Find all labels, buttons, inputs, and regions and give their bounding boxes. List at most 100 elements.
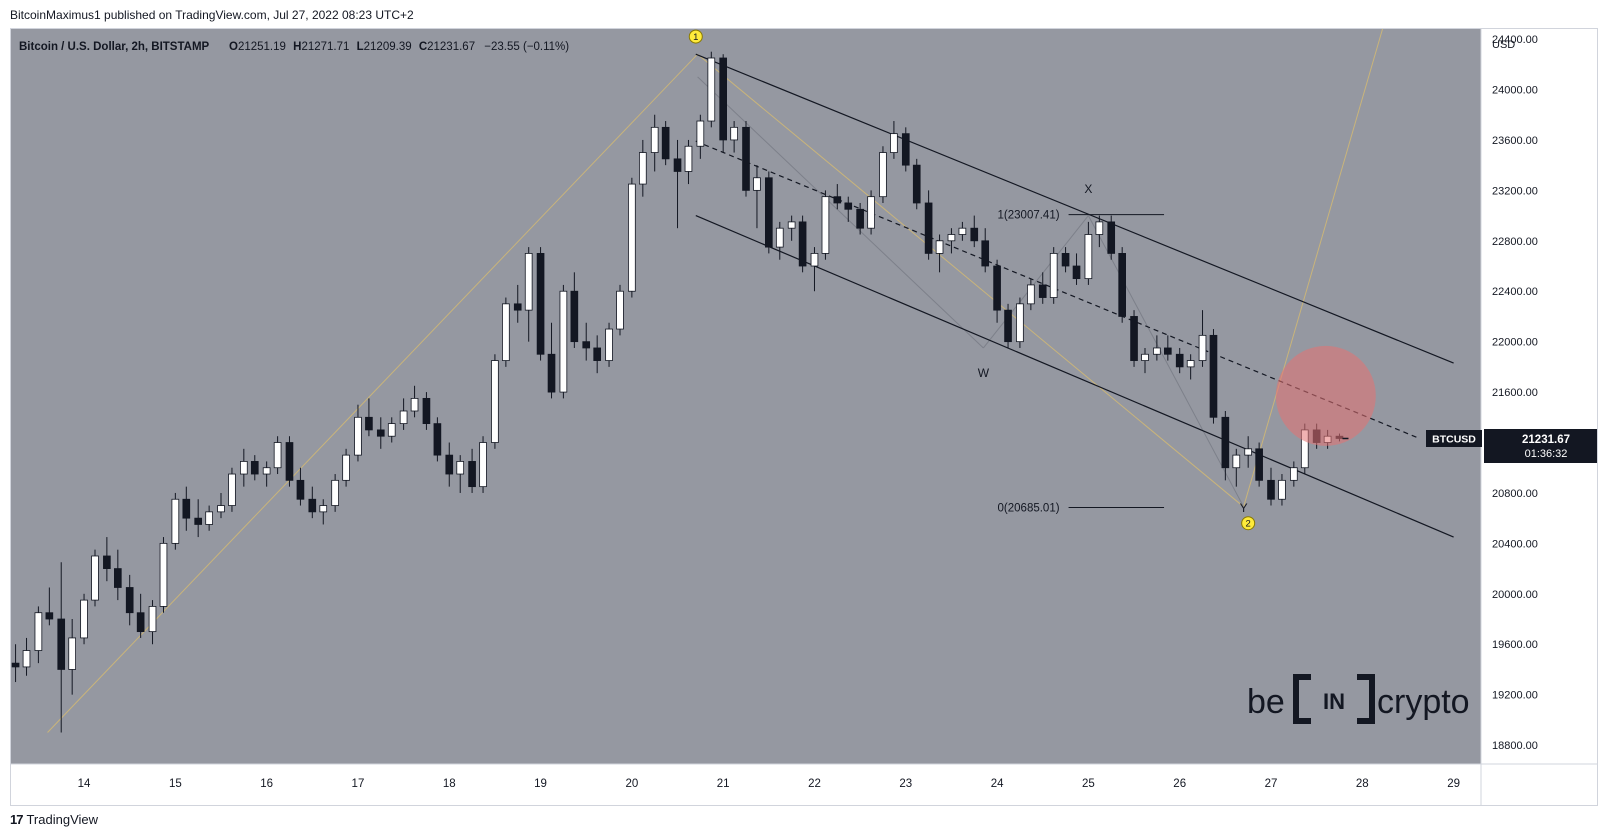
target-zone-circle[interactable] xyxy=(1275,345,1376,446)
candle-up xyxy=(696,114,705,159)
y-tick-label: 23600.00 xyxy=(1492,135,1538,147)
candle-body xyxy=(262,467,271,475)
candle-body xyxy=(57,618,66,670)
candle-up xyxy=(34,606,43,664)
candle-body xyxy=(1198,334,1207,361)
candle-body xyxy=(912,164,921,204)
candle-up xyxy=(1278,474,1286,506)
candle-body xyxy=(1153,347,1161,355)
candle-down xyxy=(308,486,317,519)
candle-up xyxy=(605,322,613,367)
open-label: O xyxy=(229,41,238,53)
candle-down xyxy=(547,322,556,399)
y-tick-label: 19200.00 xyxy=(1492,690,1538,702)
candle-body xyxy=(1186,360,1195,368)
x-tick-label: 22 xyxy=(808,778,821,790)
candle-body xyxy=(1278,479,1286,500)
candle-body xyxy=(753,177,761,191)
candle-body xyxy=(879,152,887,198)
x-tick-label: 29 xyxy=(1447,778,1460,790)
candle-body xyxy=(1141,353,1149,361)
x-tick-label: 16 xyxy=(260,778,273,790)
candle-down xyxy=(1221,410,1230,481)
wave-marker-circle xyxy=(688,29,703,44)
candle-down xyxy=(582,322,591,361)
wave-line-2 xyxy=(697,53,1244,508)
candle-body xyxy=(228,473,236,506)
candle-body xyxy=(547,353,556,393)
candle-body xyxy=(1038,284,1047,298)
candle-up xyxy=(1141,347,1149,374)
candle-up xyxy=(821,190,830,260)
tradingview-logo-icon: 17 xyxy=(10,812,24,827)
footer-brand[interactable]: TradingView xyxy=(26,812,99,827)
candle-body xyxy=(1209,334,1218,418)
candle-body xyxy=(981,240,990,267)
candle-down xyxy=(114,549,122,601)
candle-up xyxy=(1290,461,1298,487)
candle-body xyxy=(775,227,784,248)
candle-down xyxy=(912,158,921,210)
price-tag-box xyxy=(1484,429,1597,463)
wave-letter-label: X xyxy=(1084,182,1092,196)
wxy-line-3 xyxy=(1087,215,1245,508)
candle-up xyxy=(399,398,408,430)
candle-body xyxy=(91,555,99,601)
axes: 24400.00 24000.00 23600.00 23200.00 22800.00… xyxy=(11,29,1597,805)
candle-body xyxy=(342,454,350,481)
candle-up xyxy=(1016,297,1024,348)
candle-down xyxy=(1107,215,1116,260)
candle-body xyxy=(456,461,465,475)
x-tick-label: 25 xyxy=(1082,778,1095,790)
candle-body xyxy=(719,57,727,141)
y-tick-label: 18800.00 xyxy=(1492,740,1538,752)
candle-body xyxy=(331,479,339,506)
candle-up xyxy=(650,114,659,172)
candle-up xyxy=(80,593,88,645)
candle-up xyxy=(559,284,568,399)
candle-down xyxy=(194,499,202,538)
candle-down xyxy=(1267,467,1275,506)
candle-up xyxy=(331,474,339,512)
wave-line-3 xyxy=(1243,29,1384,507)
current-price-tag: BTCUSD 21231.67 01:36:32 xyxy=(1426,429,1597,463)
candle-body xyxy=(354,416,362,456)
x-tick-label: 23 xyxy=(899,778,912,790)
candle-down xyxy=(1072,253,1081,285)
y-tick-label: 24400.00 xyxy=(1492,34,1538,46)
candle-body xyxy=(742,126,750,191)
candle-up xyxy=(354,404,362,462)
candle-body xyxy=(422,397,431,425)
candle-up xyxy=(159,537,168,613)
candle-body xyxy=(1084,234,1093,280)
channel-upper-line[interactable] xyxy=(695,53,1454,364)
candle-up xyxy=(410,385,419,418)
x-tick-label: 26 xyxy=(1173,778,1186,790)
channel-lower-line[interactable] xyxy=(695,215,1454,538)
candle-up xyxy=(1186,354,1195,380)
candle-up xyxy=(524,247,533,342)
candle-body xyxy=(68,637,76,670)
candle-up xyxy=(775,221,784,260)
x-tick-label: 20 xyxy=(625,778,638,790)
candles xyxy=(11,51,1344,733)
ticker-tag-box xyxy=(1426,430,1482,447)
candle-body xyxy=(1004,309,1012,343)
candle-down xyxy=(765,171,773,254)
candle-down xyxy=(1209,329,1218,424)
candle-body xyxy=(513,303,522,311)
candle-up xyxy=(1153,335,1161,361)
candle-down xyxy=(433,417,442,462)
candle-down xyxy=(1038,272,1047,304)
candle-body xyxy=(136,612,145,633)
candle-up xyxy=(935,234,944,273)
candle-body xyxy=(468,461,476,488)
candle-body xyxy=(1027,284,1035,305)
candle-up xyxy=(879,146,887,203)
candle-body xyxy=(1255,448,1263,481)
candle-up xyxy=(502,297,510,367)
candle-down xyxy=(924,190,933,260)
candle-down xyxy=(513,284,522,323)
price-chart[interactable]: 1(23007.41) 0(20685.01) 1 2 W X Y 24400.00 2400… xyxy=(11,29,1597,805)
wave-letter-label: Y xyxy=(1240,501,1248,515)
